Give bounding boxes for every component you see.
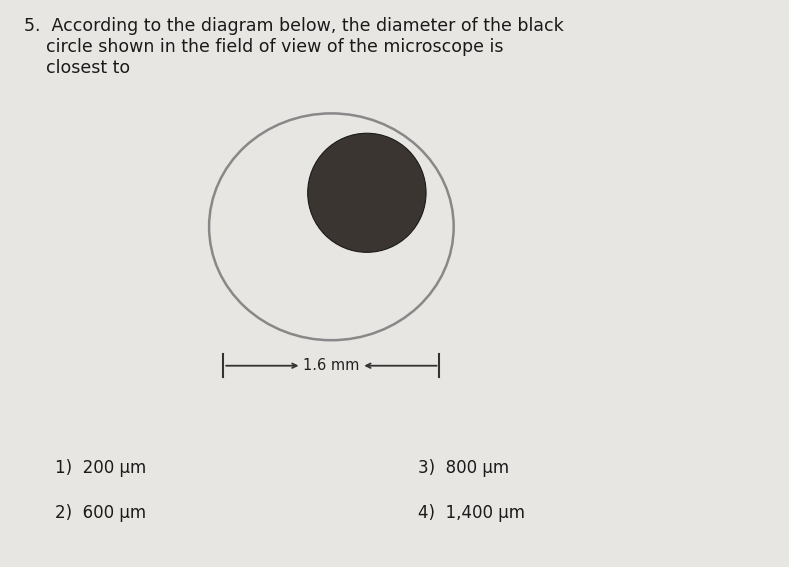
Ellipse shape <box>209 113 454 340</box>
Text: 4)  1,400 μm: 4) 1,400 μm <box>418 504 525 522</box>
Text: 5.  According to the diagram below, the diameter of the black
    circle shown i: 5. According to the diagram below, the d… <box>24 17 563 77</box>
Text: 1)  200 μm: 1) 200 μm <box>55 459 147 477</box>
Text: 3)  800 μm: 3) 800 μm <box>418 459 509 477</box>
Ellipse shape <box>308 133 426 252</box>
Text: 2)  600 μm: 2) 600 μm <box>55 504 146 522</box>
Text: 1.6 mm: 1.6 mm <box>303 358 360 373</box>
